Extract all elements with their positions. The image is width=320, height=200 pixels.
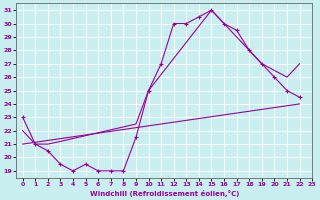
X-axis label: Windchill (Refroidissement éolien,°C): Windchill (Refroidissement éolien,°C) <box>90 190 239 197</box>
